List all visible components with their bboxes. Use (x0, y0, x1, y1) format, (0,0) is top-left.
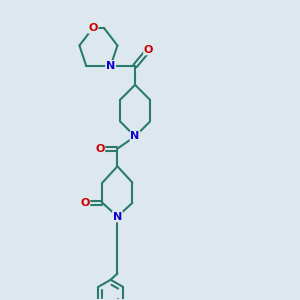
Text: N: N (130, 131, 140, 141)
Text: O: O (88, 23, 98, 33)
Text: N: N (113, 212, 122, 221)
Text: N: N (106, 61, 115, 71)
Text: O: O (80, 198, 89, 208)
Text: O: O (144, 45, 153, 55)
Text: O: O (95, 144, 104, 154)
